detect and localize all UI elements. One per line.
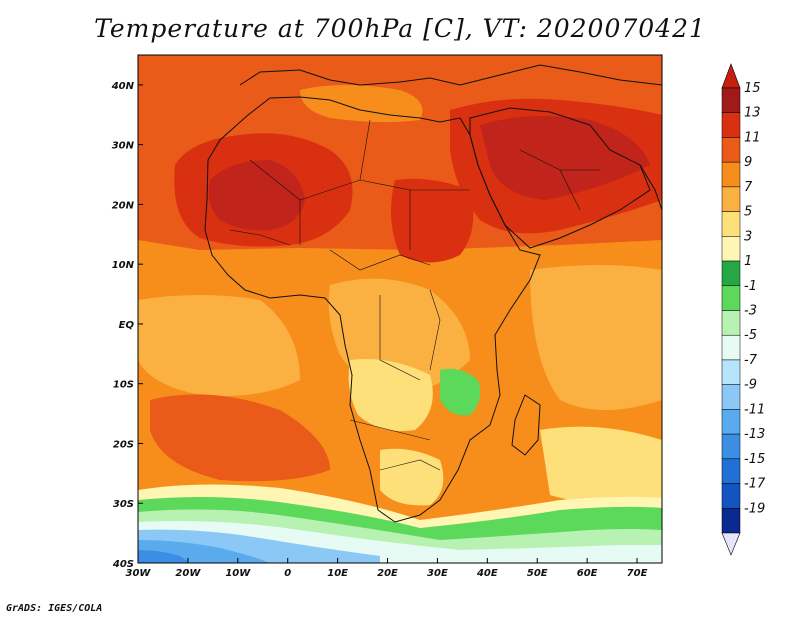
africa-coastline [204,96,541,523]
colorbar-swatch [721,433,741,460]
lon-tick-label: 0 [284,568,291,579]
colorbar-label: -17 [744,477,766,492]
lon-tick-label: 40E [476,568,498,579]
colorbar-label: -15 [744,452,765,467]
colorbar-swatch [721,285,741,311]
field-southafrica-cool [380,448,444,506]
lat-tick-label: 40N [111,81,135,92]
field-satlantic-warm [150,394,330,482]
lon-tick-label: 30E [427,568,448,579]
colorbar-label: -9 [744,378,757,393]
field-med [300,85,423,123]
colorbar-swatch [721,112,741,138]
colorbar-swatch [721,211,741,237]
colorbar-swatch [721,161,741,188]
colorbar-swatch [721,260,741,287]
lat-tick-label: EQ [119,320,135,331]
lat-tick-label: 20N [112,200,135,211]
field-malawi-cool [440,368,481,416]
field-sindian [540,426,662,504]
field-band-minus13 [138,550,190,563]
colorbar-label: 9 [744,155,752,170]
field-indian [530,265,662,410]
colorbar-label: -11 [744,402,765,417]
india-coastline [639,164,662,211]
colorbar-swatch [721,87,741,113]
arabia-coastline [469,107,651,249]
lon-tick-label: 10W [225,568,251,579]
lon-tick-label: 10E [327,568,348,579]
latitude-axis: 40N 30N 20N 10N EQ 10S 20S 30S 40S [111,81,143,570]
colorbar-swatch [721,508,741,534]
lat-tick-label: 30N [112,141,135,152]
lat-tick-label: 20S [113,439,134,450]
europe-coastline [239,64,662,86]
longitude-axis: 30W 20W 10W 0 10E 20E 30E 40E 50E 60E 70E [126,558,648,579]
map-title: Temperature at 700hPa [C], VT: 202007042… [94,14,706,43]
lon-tick-label: 70E [627,568,648,579]
colorbar-bottom-arrow [721,532,741,556]
field-sudan-hot [391,178,474,263]
colorbar-label: 1 [744,254,752,269]
colorbar-label: 7 [744,180,753,195]
field-angola-cool [348,359,433,431]
field-sahara-core [208,160,305,231]
colorbar-swatch [721,137,741,163]
colorbar-label: 5 [744,205,752,220]
colorbar-swatch [721,334,741,361]
colorbar-label: 15 [744,81,761,96]
colorbar-swatch [721,236,741,262]
colorbar-label: 3 [744,229,752,244]
lat-tick-label: 10N [112,260,135,271]
lon-tick-label: 30W [126,568,152,579]
colorbar-swatch [721,409,741,435]
lat-tick-label: 10S [113,380,134,391]
colorbar-label: -5 [744,328,757,343]
colorbar-swatch [721,483,741,509]
colorbar-swatch [721,359,741,385]
grads-credit: GrADS: IGES/COLA [6,603,103,614]
map-frame [137,54,663,564]
colorbar-swatch [721,384,741,410]
colorbar-label: -3 [744,304,757,319]
colorbar-top-arrow [721,63,741,89]
lon-tick-label: 20E [377,568,398,579]
colorbar-swatch [721,186,741,212]
colorbar-label: -13 [744,427,765,442]
colorbar-label: -19 [744,501,765,516]
colorbar-label: 11 [744,130,761,145]
colorbar-label: 13 [744,106,761,121]
temperature-field [138,55,662,563]
field-atlantic [138,295,300,396]
colorbar-label: -1 [744,279,757,294]
field-arabia-core [480,116,650,200]
madagascar-coastline [511,394,541,456]
lon-tick-label: 50E [527,568,548,579]
colorbar-label: -7 [744,353,758,368]
colorbar-swatch [721,458,741,484]
coastlines [204,64,662,523]
lat-tick-label: 40S [112,559,134,570]
colorbar-swatch [721,310,741,336]
lon-tick-label: 20W [175,568,201,579]
country-borders [229,119,600,471]
lat-tick-label: 30S [113,499,134,510]
lon-tick-label: 60E [577,568,598,579]
colorbar: 15 13 11 9 7 5 3 1 -1 -3 -5 -7 -9 -11 -13 -15 -17 -19 [721,63,766,556]
